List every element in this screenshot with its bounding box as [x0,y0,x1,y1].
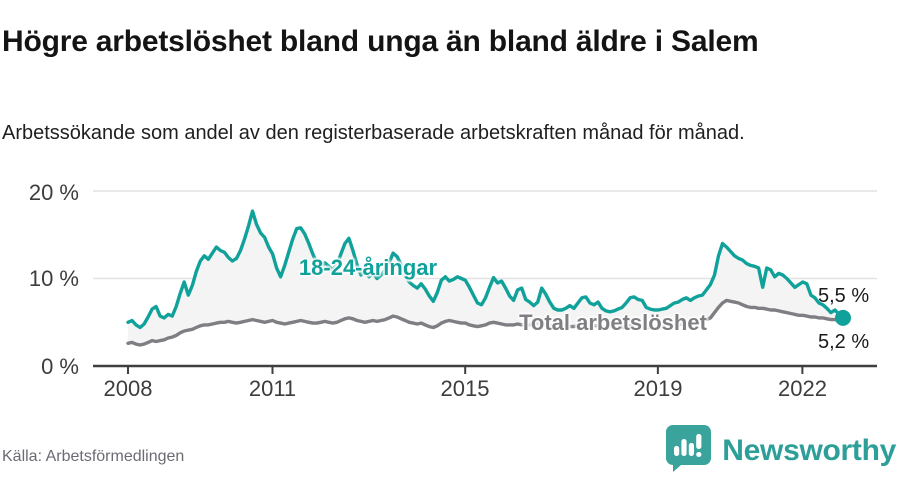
end-value-label-youth: 5,5 % [818,285,870,307]
x-axis-tick-2015: 2015 [440,376,490,401]
chart-area: 20 % 10 % 0 % 2008 2011 2015 2019 2022 1… [28,180,877,401]
series-label-youth: 18-24-åringar [298,255,438,280]
source-attribution: Källa: Arbetsförmedlingen [2,448,185,465]
y-axis-tick-10: 10 % [28,266,79,291]
y-axis-tick-20: 20 % [28,180,79,205]
end-value-label-total: 5,2 % [818,331,870,353]
x-axis-tick-2022: 2022 [778,376,827,401]
chart-canvas [93,190,877,374]
x-axis-tick-2019: 2019 [633,376,683,401]
newsworthy-logo[interactable]: Newsworthy [664,424,896,477]
newsworthy-logo-text: Newsworthy [722,433,896,467]
x-axis-tick-2011: 2011 [248,376,297,401]
newsworthy-bubble-chart-icon [664,424,712,477]
page-title: Högre arbetslöshet bland unga än bland ä… [2,25,759,59]
x-axis-tick-2008: 2008 [103,376,153,401]
series-label-total: Total arbetslöshet [519,310,707,335]
chart-subtitle: Arbetssökande som andel av den registerb… [2,122,745,144]
y-axis-tick-0: 0 % [41,354,79,379]
